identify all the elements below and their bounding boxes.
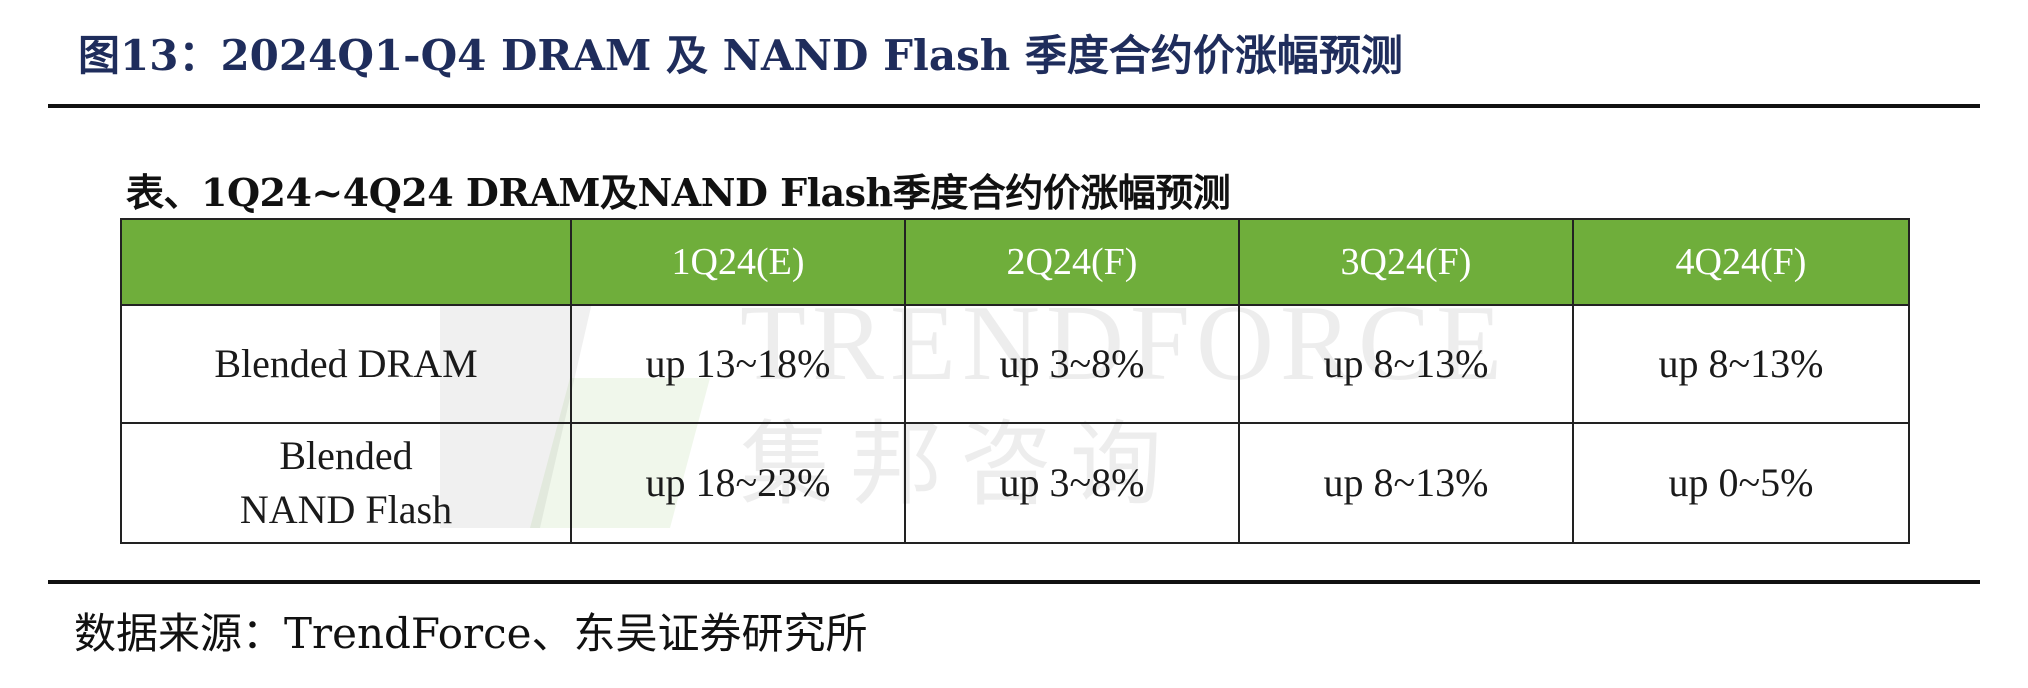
price-forecast-table: 1Q24(E) 2Q24(F) 3Q24(F) 4Q24(F) Blended … [120,218,1910,544]
table-cell: up 3~8% [904,422,1240,544]
table-cell: up 13~18% [570,304,906,424]
table-cell: up 18~23% [570,422,906,544]
header-3q24: 3Q24(F) [1238,218,1574,306]
table-cell: up 3~8% [904,304,1240,424]
header-corner [120,218,572,306]
table-header-row: 1Q24(E) 2Q24(F) 3Q24(F) 4Q24(F) [120,218,1910,306]
source-note: 数据来源：TrendForce、东吴证券研究所 [74,609,868,658]
row-label-dram: Blended DRAM [120,304,572,424]
bottom-divider [48,580,1980,584]
table-cell: up 8~13% [1238,422,1574,544]
table-cell: up 0~5% [1572,422,1910,544]
table-caption: 表、1Q24~4Q24 DRAM及NAND Flash季度合约价涨幅预测 [126,170,1231,215]
table-cell: up 8~13% [1572,304,1910,424]
table-row: Blended NAND Flash up 18~23% up 3~8% up … [120,422,1910,544]
header-4q24: 4Q24(F) [1572,218,1910,306]
table-row: Blended DRAM up 13~18% up 3~8% up 8~13% … [120,304,1910,424]
figure-title: 图13：2024Q1-Q4 DRAM 及 NAND Flash 季度合约价涨幅预… [78,31,1403,80]
row-label-nand: Blended NAND Flash [120,422,572,544]
header-2q24: 2Q24(F) [904,218,1240,306]
header-1q24: 1Q24(E) [570,218,906,306]
table-cell: up 8~13% [1238,304,1574,424]
top-divider [48,104,1980,108]
